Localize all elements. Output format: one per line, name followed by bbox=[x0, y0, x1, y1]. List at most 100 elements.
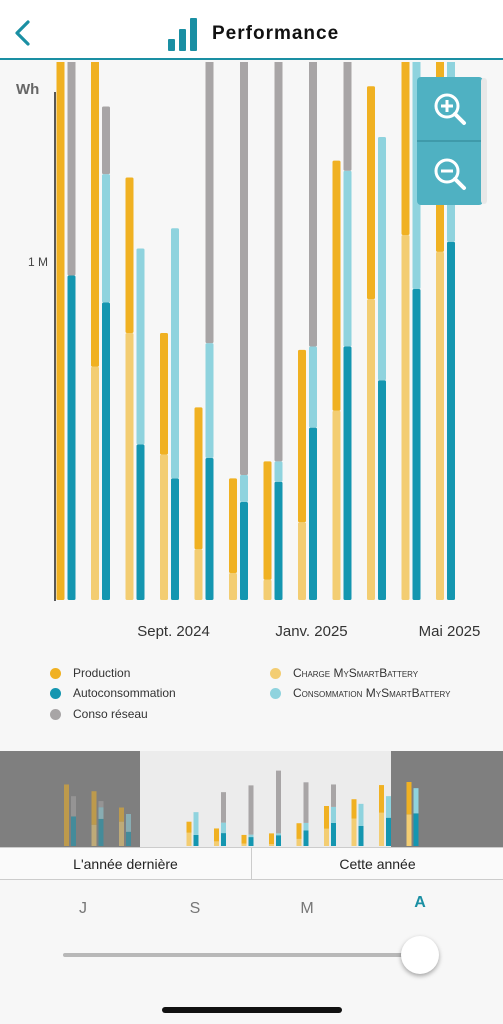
bar-production[interactable] bbox=[332, 160, 341, 411]
bar-charge_battery[interactable] bbox=[160, 454, 168, 600]
bar-charge_battery[interactable] bbox=[401, 234, 410, 600]
y-tick-label: 1 M bbox=[28, 255, 48, 269]
legend-item-consommation-battery[interactable]: Consommation MySmartBattery bbox=[270, 686, 450, 700]
bar-production[interactable] bbox=[229, 478, 237, 573]
granularity-year[interactable]: A bbox=[414, 894, 426, 911]
range-window[interactable] bbox=[140, 751, 391, 847]
bar-conso_battery[interactable] bbox=[309, 346, 317, 428]
overview-bar bbox=[193, 812, 199, 835]
legend-item-charge-battery[interactable]: Charge MySmartBattery bbox=[270, 666, 418, 680]
bar-autoconsommation[interactable] bbox=[274, 481, 283, 600]
bar-autoconsommation[interactable] bbox=[240, 501, 248, 600]
zoom-in-icon bbox=[434, 93, 466, 125]
granularity-day[interactable]: J bbox=[79, 900, 87, 917]
bar-conso_reseau[interactable] bbox=[240, 62, 248, 475]
bar-charge_battery[interactable] bbox=[125, 332, 134, 600]
x-tick-label: Sept. 2024 bbox=[137, 623, 210, 640]
legend-label: Production bbox=[73, 666, 131, 680]
bar-conso_battery[interactable] bbox=[205, 343, 214, 459]
tab-this-year[interactable]: Cette année bbox=[339, 855, 416, 872]
bar-charge_battery[interactable] bbox=[436, 251, 444, 601]
bar-autoconsommation[interactable] bbox=[447, 241, 455, 600]
bar-production[interactable] bbox=[160, 332, 168, 455]
bar-production[interactable] bbox=[194, 407, 203, 550]
overview-bar bbox=[351, 818, 357, 846]
zoom-out-icon bbox=[434, 158, 466, 190]
bar-autoconsommation[interactable] bbox=[102, 302, 110, 600]
bar-conso_battery[interactable] bbox=[343, 170, 352, 347]
bar-autoconsommation[interactable] bbox=[205, 458, 214, 600]
bar-charge_battery[interactable] bbox=[367, 299, 375, 600]
overview-bar bbox=[126, 831, 131, 846]
bar-production[interactable] bbox=[125, 177, 134, 333]
overview-bar bbox=[406, 814, 412, 846]
bar-production[interactable] bbox=[298, 349, 306, 523]
bar-conso_reseau[interactable] bbox=[67, 62, 76, 276]
overview-bar bbox=[386, 796, 391, 818]
back-button[interactable] bbox=[8, 16, 36, 50]
bar-conso_reseau[interactable] bbox=[274, 62, 283, 462]
bar-charge_battery[interactable] bbox=[229, 572, 237, 600]
bar-conso_battery[interactable] bbox=[274, 461, 283, 482]
bar-conso_battery[interactable] bbox=[102, 174, 110, 303]
legend-item-production[interactable]: Production bbox=[50, 666, 130, 680]
zoom-out-button[interactable] bbox=[417, 142, 483, 205]
overview-bar bbox=[248, 785, 254, 835]
bar-charge_battery[interactable] bbox=[298, 522, 306, 600]
bar-autoconsommation[interactable] bbox=[67, 275, 76, 600]
bar-autoconsommation[interactable] bbox=[171, 478, 179, 600]
page-title-wrap: Performance bbox=[168, 16, 339, 52]
zoom-scrollbar[interactable] bbox=[481, 78, 487, 204]
overview-bar bbox=[276, 770, 281, 834]
overview-mini-chart bbox=[64, 770, 419, 846]
x-tick-label: Janv. 2025 bbox=[275, 623, 347, 640]
tab-last-year[interactable]: L'année dernière bbox=[73, 855, 178, 872]
bar-conso_battery[interactable] bbox=[240, 474, 248, 502]
bar-autoconsommation[interactable] bbox=[343, 346, 352, 601]
bar-conso_reseau[interactable] bbox=[205, 62, 214, 344]
bar-autoconsommation[interactable] bbox=[309, 427, 317, 600]
zoom-panel bbox=[417, 77, 483, 205]
overview-bar bbox=[98, 807, 104, 819]
bar-conso_battery[interactable] bbox=[378, 136, 386, 381]
overview-bar bbox=[379, 812, 384, 846]
bar-conso_battery[interactable] bbox=[136, 248, 145, 445]
bar-production[interactable] bbox=[91, 62, 99, 367]
bar-production[interactable] bbox=[263, 461, 272, 580]
overview-bar bbox=[126, 814, 131, 832]
overview-bar bbox=[358, 803, 364, 826]
bar-charge_battery[interactable] bbox=[263, 579, 272, 600]
bar-production[interactable] bbox=[367, 86, 375, 300]
granularity-week[interactable]: S bbox=[189, 900, 201, 917]
bar-conso_battery[interactable] bbox=[171, 228, 179, 479]
overview-bar bbox=[214, 841, 219, 846]
range-navigator[interactable] bbox=[0, 751, 503, 847]
bar-production[interactable] bbox=[401, 62, 410, 235]
granularity-month[interactable]: M bbox=[300, 900, 314, 917]
granularity-slider-thumb[interactable] bbox=[401, 936, 439, 974]
bar-conso_reseau[interactable] bbox=[343, 62, 352, 171]
bar-chart-icon bbox=[168, 18, 197, 51]
overview-bar bbox=[269, 844, 274, 846]
bar-charge_battery[interactable] bbox=[194, 549, 203, 600]
overview-bar bbox=[214, 828, 219, 842]
legend-item-conso-reseau[interactable]: Conso réseau bbox=[50, 707, 148, 721]
bar-production[interactable] bbox=[56, 62, 65, 600]
bar-charge_battery[interactable] bbox=[332, 410, 341, 600]
overview-bar bbox=[386, 817, 391, 846]
bar-autoconsommation[interactable] bbox=[136, 444, 145, 600]
bar-autoconsommation[interactable] bbox=[378, 380, 386, 600]
overview-bar bbox=[64, 784, 69, 846]
bar-conso_reseau[interactable] bbox=[102, 106, 110, 175]
page-title: Performance bbox=[212, 23, 340, 44]
bar-charge_battery[interactable] bbox=[91, 366, 99, 600]
granularity-slider-track[interactable] bbox=[63, 953, 423, 957]
legend-item-autoconsommation[interactable]: Autoconsommation bbox=[50, 686, 176, 700]
bar-conso_reseau[interactable] bbox=[309, 62, 317, 347]
legend-label: Conso réseau bbox=[73, 707, 148, 721]
bar-autoconsommation[interactable] bbox=[412, 289, 421, 600]
legend-label: Autoconsommation bbox=[73, 686, 176, 700]
legend-dot bbox=[50, 687, 61, 699]
zoom-in-button[interactable] bbox=[417, 77, 483, 140]
overview-bar bbox=[221, 792, 226, 823]
